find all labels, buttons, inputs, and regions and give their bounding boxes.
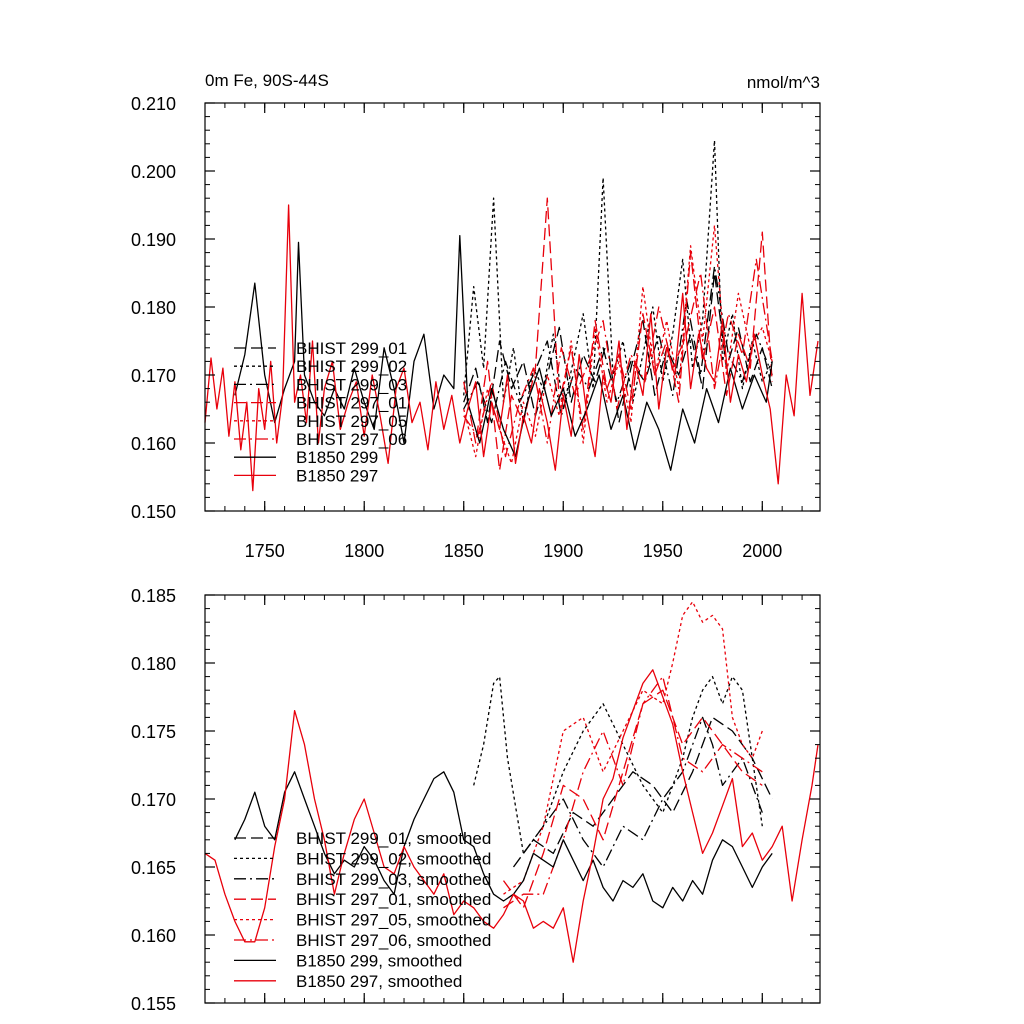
legend-label: B1850 297, smoothed [296, 972, 462, 991]
x-tick-label: 1750 [245, 541, 285, 561]
y-tick-label: 0.190 [131, 230, 176, 250]
y-tick-label: 0.150 [131, 502, 176, 522]
y-tick-label: 0.160 [131, 434, 176, 454]
top-axis-ticks: 0.150 0.160 0.170 0.180 0.190 0.200 0.210 1750 1… [131, 94, 820, 561]
legend-label: B1850 299 [296, 448, 378, 467]
legend-label: B1850 297 [296, 466, 378, 485]
legend-label: BHIST 297_06, smoothed [296, 931, 491, 950]
series-line-1-5 [503, 675, 763, 909]
y-tick-label: 0.170 [131, 790, 176, 810]
y-tick-label: 0.175 [131, 722, 176, 742]
legend-label: BHIST 297_01, smoothed [296, 890, 491, 909]
series-line-1-7 [204, 669, 819, 963]
series-line-1-4 [503, 601, 763, 895]
top-panel: 0m Fe, 90S-44S nmol/m^3 0.1500.1600.1700… [131, 71, 821, 561]
legend-label: BHIST 299_02, smoothed [296, 849, 491, 868]
series-line-0-5 [463, 258, 773, 458]
top-chart-title: 0m Fe, 90S-44S [205, 71, 329, 90]
y-tick-label: 0.155 [131, 994, 176, 1014]
series-line-1-2 [522, 716, 763, 868]
series-line-1-3 [502, 689, 763, 909]
legend-label: BHIST 297_05 [296, 412, 407, 431]
legend-label: B1850 299, smoothed [296, 951, 462, 970]
legend-label: BHIST 299_03, smoothed [296, 870, 491, 889]
x-tick-label: 1800 [344, 541, 384, 561]
bottom-panel: 0.155 0.160 0.165 0.170 0.175 0.180 0.185 BHIS… [131, 586, 821, 1014]
legend-label: BHIST 299_01 [296, 339, 407, 358]
x-tick-label: 1950 [643, 541, 683, 561]
series-line-1-0 [512, 716, 773, 868]
legend-label: BHIST 297_05, smoothed [296, 911, 491, 930]
y-tick-label: 0.210 [131, 94, 176, 114]
series-line-0-3 [463, 197, 773, 471]
y-tick-label: 0.170 [131, 366, 176, 386]
legend-label: BHIST 299_01, smoothed [296, 829, 491, 848]
x-tick-label: 1850 [444, 541, 484, 561]
legend-label: BHIST 297_06 [296, 430, 407, 449]
bottom-axis-ticks: 0.155 0.160 0.165 0.170 0.175 0.180 0.185 [131, 586, 820, 1014]
legend-label: BHIST 299_03 [296, 375, 407, 394]
y-tick-label: 0.180 [131, 298, 176, 318]
bottom-series-group [204, 601, 819, 963]
x-tick-label: 1900 [543, 541, 583, 561]
legend-label: BHIST 299_02 [296, 357, 407, 376]
series-line-1-6 [234, 771, 773, 909]
y-tick-label: 0.185 [131, 586, 176, 606]
legend-label: BHIST 297_01 [296, 394, 407, 413]
top-chart-units: nmol/m^3 [747, 73, 820, 92]
series-line-0-0 [463, 272, 773, 424]
series-line-0-7 [204, 204, 819, 492]
y-tick-label: 0.160 [131, 926, 176, 946]
x-tick-label: 2000 [742, 541, 782, 561]
top-series-group [204, 139, 819, 492]
y-tick-label: 0.165 [131, 858, 176, 878]
y-tick-label: 0.200 [131, 162, 176, 182]
y-tick-label: 0.180 [131, 654, 176, 674]
series-line-0-2 [463, 265, 773, 424]
series-line-1-1 [473, 675, 763, 855]
